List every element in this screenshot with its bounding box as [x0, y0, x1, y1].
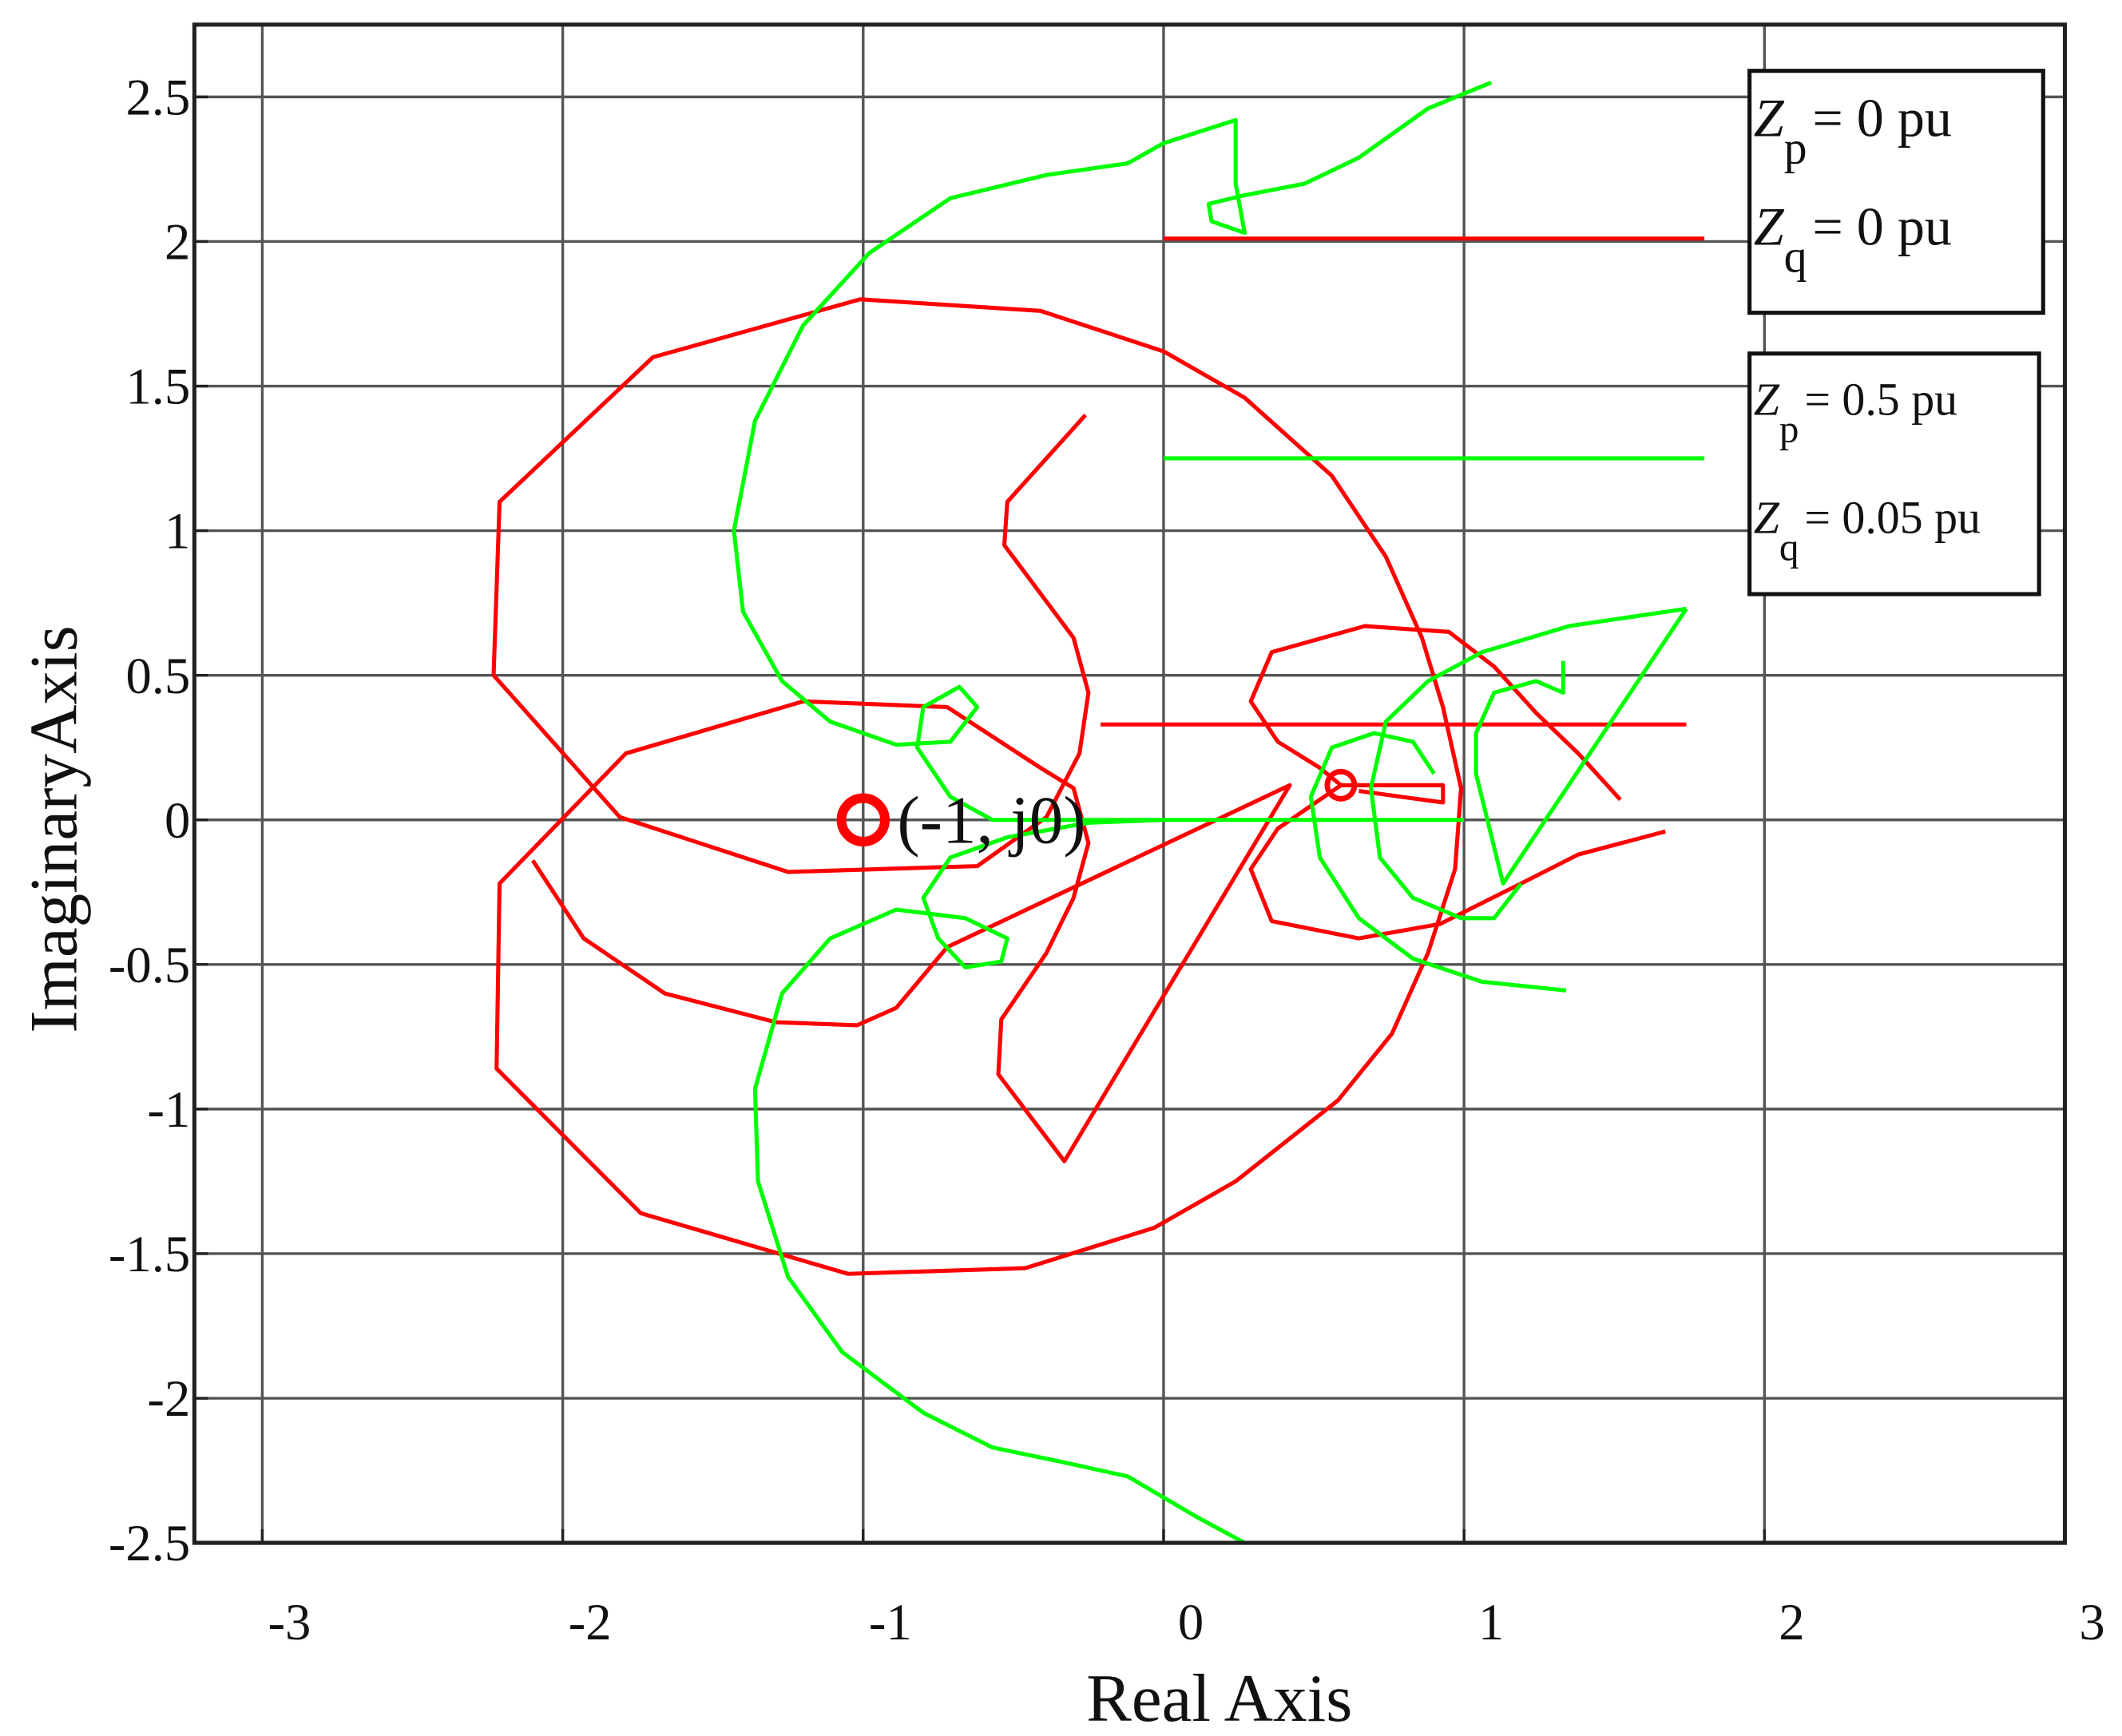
y-tick-label: -2.5 [109, 1514, 190, 1572]
x-tick-label: -3 [268, 1593, 311, 1651]
point-marker [836, 793, 890, 846]
legend-entry: Zp = 0 pu [1754, 87, 1952, 173]
x-tick-label: -1 [869, 1593, 912, 1651]
plot-frame [192, 22, 2068, 1545]
y-tick-label: 2.5 [125, 69, 190, 126]
plot-lines [491, 80, 1705, 1545]
legend-sub: q [1779, 525, 1799, 569]
series-line [491, 236, 1705, 1276]
series-line [732, 80, 1705, 1545]
y-tick-label: -0.5 [109, 936, 190, 993]
legend-text: = 0.5 pu [1804, 373, 1957, 425]
legend-base: Z [1754, 87, 1785, 148]
y-tick-label: 0 [165, 791, 190, 849]
legend-base: Z [1754, 491, 1780, 543]
x-tick-label: 1 [1478, 1593, 1504, 1651]
y-tick-label: -1.5 [109, 1225, 190, 1282]
legend-base: Z [1754, 196, 1785, 257]
y-axis-label: ImaginaryAxis [16, 625, 91, 1032]
y-tick-label: -2 [147, 1369, 190, 1427]
legend-entry: Zq= 0.05 pu [1754, 491, 1981, 569]
legend-sub: p [1779, 406, 1799, 450]
y-tick-label: 1.5 [125, 358, 190, 415]
y-tick-label: 0.5 [125, 647, 190, 704]
x-tick-label: 0 [1178, 1593, 1204, 1651]
legend-entry: Zq = 0 pu [1754, 196, 1952, 283]
x-tick-label: 3 [2079, 1593, 2104, 1651]
legend-box [1747, 351, 2041, 597]
legend-sub: p [1784, 121, 1807, 173]
x-tick-label: -2 [569, 1593, 612, 1651]
y-tick-label: -1 [147, 1080, 190, 1138]
legend-text: = 0 pu [1812, 196, 1952, 257]
point-marker [1324, 768, 1358, 802]
x-tick-label: 2 [1779, 1593, 1804, 1651]
legend-base: Z [1754, 373, 1780, 425]
x-axis-label: Real Axis [1086, 1661, 1352, 1736]
legend-sub: q [1784, 231, 1807, 283]
point-label: (-1, j0) [897, 783, 1085, 858]
legend-text: = 0 pu [1812, 87, 1952, 148]
legend-box [1747, 69, 2045, 315]
y-tick-label: 1 [165, 502, 190, 560]
legend-entry: Zp= 0.5 pu [1754, 373, 1957, 450]
y-tick-label: 2 [165, 213, 190, 271]
legend-text: = 0.05 pu [1804, 491, 1981, 543]
